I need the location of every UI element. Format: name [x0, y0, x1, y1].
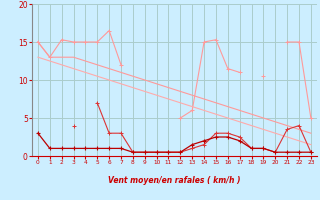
X-axis label: Vent moyen/en rafales ( km/h ): Vent moyen/en rafales ( km/h ): [108, 176, 241, 185]
